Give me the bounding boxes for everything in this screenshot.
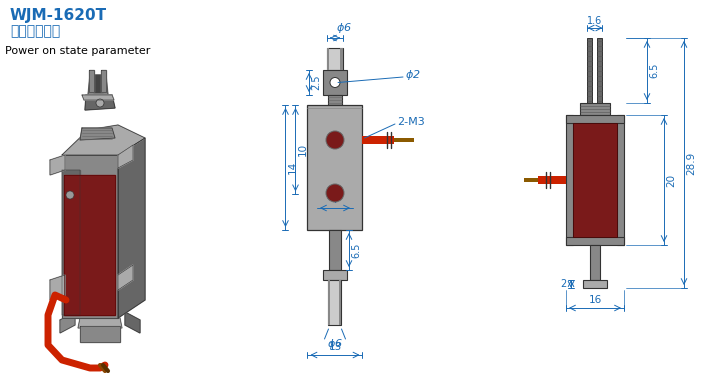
Bar	[328, 280, 330, 325]
Polygon shape	[50, 275, 65, 300]
Bar	[566, 237, 624, 245]
Polygon shape	[60, 312, 75, 333]
Text: 通电状态参数: 通电状态参数	[10, 24, 60, 38]
Bar	[340, 48, 343, 70]
Bar	[566, 115, 624, 123]
Text: 14: 14	[287, 161, 297, 174]
Bar	[590, 245, 600, 280]
Text: 13: 13	[328, 342, 342, 352]
Polygon shape	[118, 145, 133, 168]
Text: $\phi$6: $\phi$6	[327, 337, 343, 351]
Text: 7: 7	[332, 195, 338, 205]
Bar	[323, 70, 347, 95]
Bar	[524, 178, 538, 182]
Bar	[329, 230, 341, 270]
Polygon shape	[82, 95, 114, 100]
Text: $\phi$6: $\phi$6	[336, 21, 352, 35]
Bar	[307, 105, 363, 230]
Text: $\phi$2: $\phi$2	[405, 68, 420, 82]
Bar	[323, 270, 347, 280]
Circle shape	[330, 77, 340, 88]
Text: Power on state parameter: Power on state parameter	[5, 46, 150, 56]
Circle shape	[66, 191, 74, 199]
Text: WJM-1620T: WJM-1620T	[10, 8, 107, 23]
Polygon shape	[125, 312, 140, 333]
Bar	[580, 103, 610, 115]
Bar	[588, 38, 593, 103]
Bar	[617, 115, 624, 245]
Bar	[566, 115, 573, 245]
Text: 28.9: 28.9	[686, 151, 696, 174]
Bar	[340, 280, 342, 325]
Circle shape	[326, 184, 344, 202]
Text: 16: 16	[588, 295, 601, 305]
Polygon shape	[64, 175, 115, 315]
Bar	[328, 280, 342, 325]
Polygon shape	[80, 326, 120, 342]
Circle shape	[326, 131, 344, 149]
Polygon shape	[118, 265, 133, 290]
Bar	[598, 38, 603, 103]
Text: 2: 2	[561, 279, 567, 289]
Polygon shape	[118, 138, 145, 318]
Text: 1.6: 1.6	[588, 16, 603, 26]
Bar	[327, 48, 343, 70]
Bar	[363, 136, 395, 144]
Text: 2.5: 2.5	[311, 75, 321, 90]
Polygon shape	[80, 128, 115, 140]
Circle shape	[96, 99, 104, 107]
Polygon shape	[62, 170, 80, 315]
Bar	[327, 48, 330, 70]
Polygon shape	[88, 75, 108, 95]
Bar	[573, 123, 617, 237]
Bar	[583, 280, 607, 288]
Text: 10: 10	[297, 143, 307, 156]
Polygon shape	[50, 155, 65, 175]
Bar	[538, 176, 566, 184]
Bar	[395, 138, 415, 142]
Text: 20: 20	[666, 173, 676, 187]
Polygon shape	[62, 125, 145, 155]
Text: 6.5: 6.5	[351, 242, 361, 258]
Polygon shape	[89, 70, 94, 92]
Polygon shape	[62, 155, 118, 318]
Text: 2-M3: 2-M3	[397, 117, 425, 127]
Polygon shape	[85, 95, 115, 110]
Polygon shape	[101, 70, 106, 92]
Text: 6.5: 6.5	[649, 63, 659, 78]
Polygon shape	[93, 75, 103, 92]
Polygon shape	[78, 318, 122, 328]
Bar	[328, 95, 342, 105]
